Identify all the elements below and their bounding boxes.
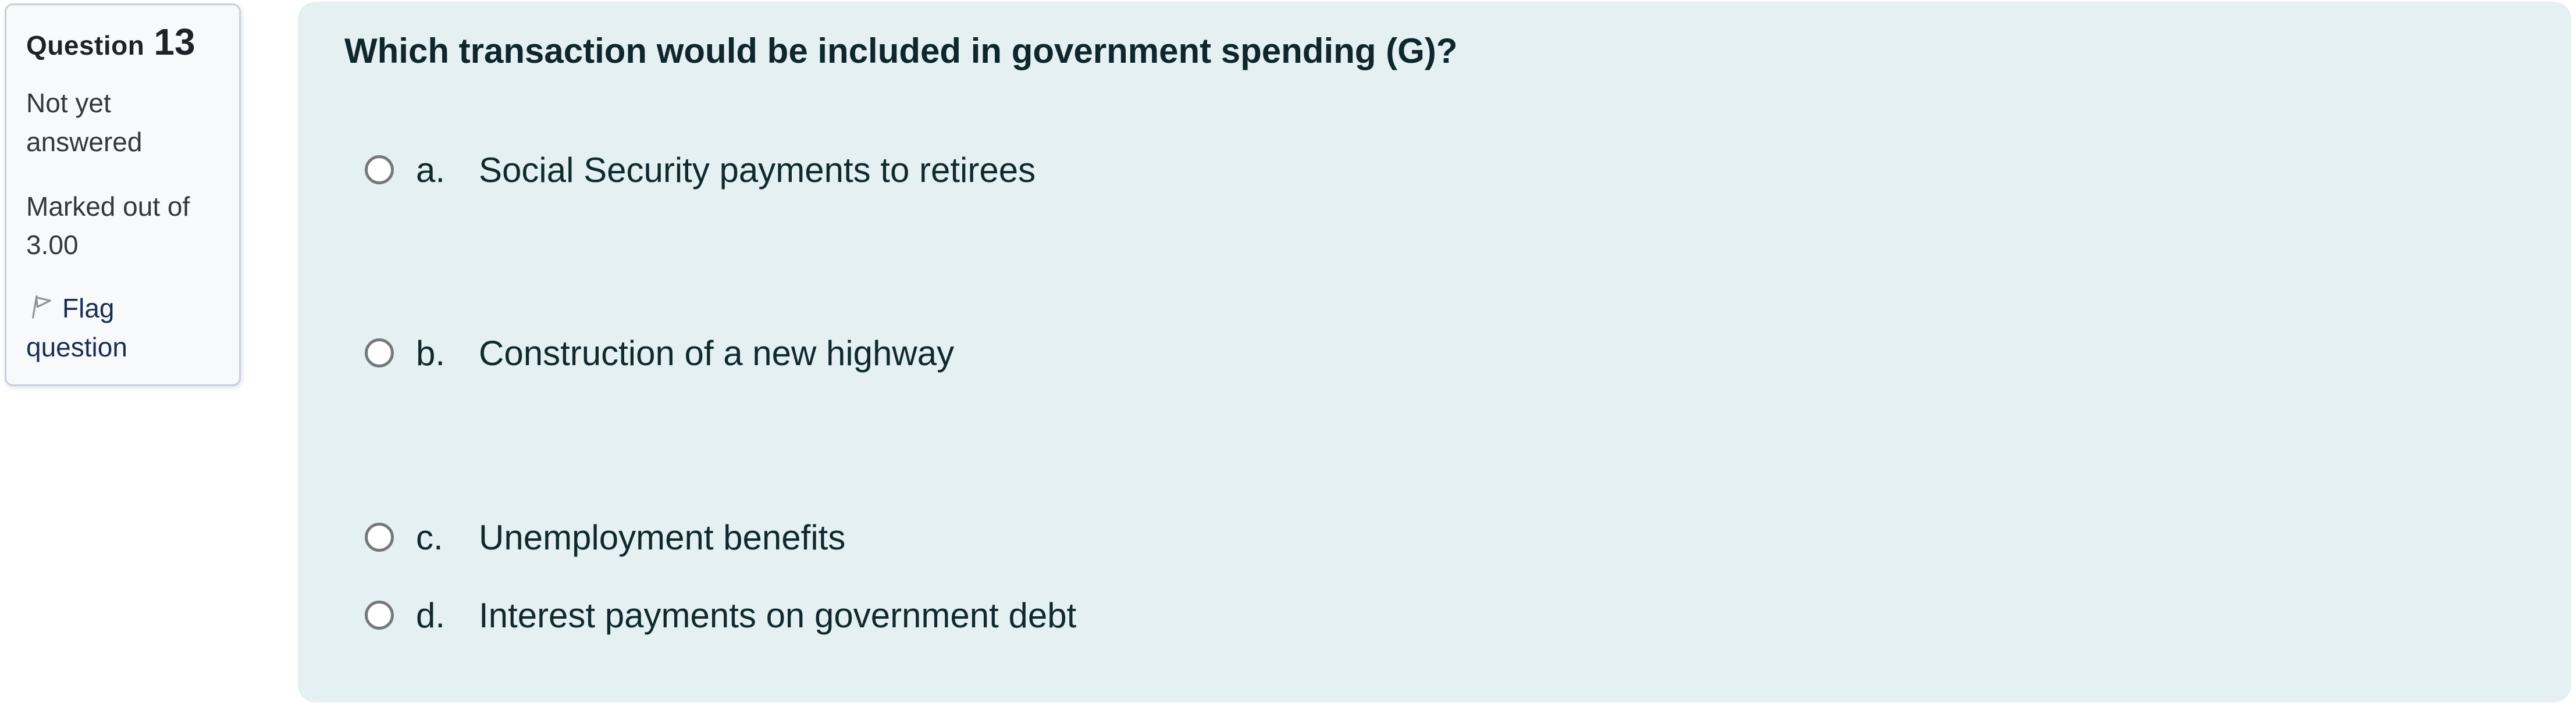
option-b-radio-button[interactable]	[365, 338, 394, 367]
flag-question-link[interactable]: Flag question	[26, 289, 222, 366]
question-text: Which transaction would be included in g…	[344, 31, 1458, 70]
question-number-heading: Question 13	[26, 21, 223, 63]
question-label: Question	[26, 30, 145, 60]
question-panel: Which transaction would be included in g…	[298, 2, 2571, 702]
flag-question-label: Flag question	[26, 292, 127, 362]
question-number: 13	[154, 21, 195, 63]
answer-option-b[interactable]: b. Construction of a new highway	[365, 331, 954, 375]
option-b-label[interactable]: Construction of a new highway	[479, 333, 955, 373]
option-b-letter: b.	[416, 333, 446, 373]
option-d-letter: d.	[416, 595, 446, 635]
question-status: Not yet answered	[26, 88, 143, 157]
option-c-letter: c.	[416, 517, 443, 557]
option-a-label[interactable]: Social Security payments to retirees	[479, 150, 1036, 190]
option-a-letter: a.	[416, 150, 446, 190]
question-info-box: Question 13 Not yet answered Marked out o…	[5, 3, 241, 386]
option-c-label[interactable]: Unemployment benefits	[479, 517, 846, 557]
option-d-label[interactable]: Interest payments on government debt	[479, 595, 1077, 635]
answer-option-a[interactable]: a. Social Security payments to retirees	[365, 148, 1036, 192]
answer-option-d[interactable]: d. Interest payments on government debt	[365, 593, 1076, 637]
option-d-radio-button[interactable]	[365, 601, 394, 630]
flag-icon	[26, 292, 55, 321]
option-c-radio-button[interactable]	[365, 523, 394, 552]
option-a-radio-button[interactable]	[365, 155, 394, 184]
question-marks: Marked out of 3.00	[26, 191, 190, 260]
answer-option-c[interactable]: c. Unemployment benefits	[365, 515, 845, 559]
